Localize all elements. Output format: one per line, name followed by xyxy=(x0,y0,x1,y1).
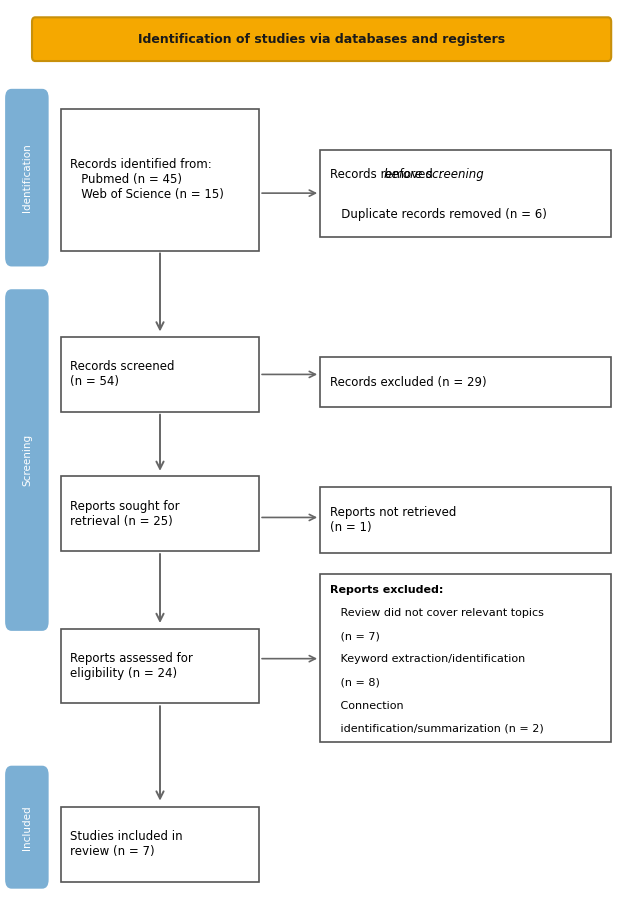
Text: (n = 8): (n = 8) xyxy=(330,678,380,688)
Text: Records excluded (n = 29): Records excluded (n = 29) xyxy=(330,375,486,389)
Text: Review did not cover relevant topics: Review did not cover relevant topics xyxy=(330,609,543,619)
FancyBboxPatch shape xyxy=(320,487,611,553)
FancyBboxPatch shape xyxy=(61,807,259,882)
FancyBboxPatch shape xyxy=(5,765,49,889)
Text: Duplicate records removed (n = 6): Duplicate records removed (n = 6) xyxy=(330,208,547,220)
Text: Reports assessed for
eligibility (n = 24): Reports assessed for eligibility (n = 24… xyxy=(70,652,193,680)
Text: Included: Included xyxy=(22,805,32,849)
Text: Records screened
(n = 54): Records screened (n = 54) xyxy=(70,361,175,388)
FancyBboxPatch shape xyxy=(61,337,259,412)
Text: Connection: Connection xyxy=(330,701,403,711)
FancyBboxPatch shape xyxy=(320,357,611,407)
FancyBboxPatch shape xyxy=(320,574,611,742)
Text: Keyword extraction/identification: Keyword extraction/identification xyxy=(330,654,525,664)
FancyBboxPatch shape xyxy=(61,476,259,551)
FancyBboxPatch shape xyxy=(61,109,259,251)
Text: :: : xyxy=(438,168,442,181)
Text: Reports sought for
retrieval (n = 25): Reports sought for retrieval (n = 25) xyxy=(70,500,180,527)
Text: before screening: before screening xyxy=(384,168,484,181)
FancyBboxPatch shape xyxy=(320,150,611,237)
FancyBboxPatch shape xyxy=(61,629,259,703)
FancyBboxPatch shape xyxy=(32,17,611,61)
Text: Reports excluded:: Reports excluded: xyxy=(330,585,443,595)
Text: (n = 7): (n = 7) xyxy=(330,631,380,641)
Text: Identification: Identification xyxy=(22,143,32,212)
FancyBboxPatch shape xyxy=(5,88,49,266)
Text: Records identified from:
   Pubmed (n = 45)
   Web of Science (n = 15): Records identified from: Pubmed (n = 45)… xyxy=(70,159,224,201)
FancyBboxPatch shape xyxy=(5,289,49,630)
Text: identification/summarization (n = 2): identification/summarization (n = 2) xyxy=(330,723,543,733)
Text: Studies included in
review (n = 7): Studies included in review (n = 7) xyxy=(70,831,183,858)
Text: Identification of studies via databases and registers: Identification of studies via databases … xyxy=(138,33,505,46)
Text: Screening: Screening xyxy=(22,434,32,486)
Text: Reports not retrieved
(n = 1): Reports not retrieved (n = 1) xyxy=(330,507,456,534)
Text: Records removed: Records removed xyxy=(330,168,436,181)
